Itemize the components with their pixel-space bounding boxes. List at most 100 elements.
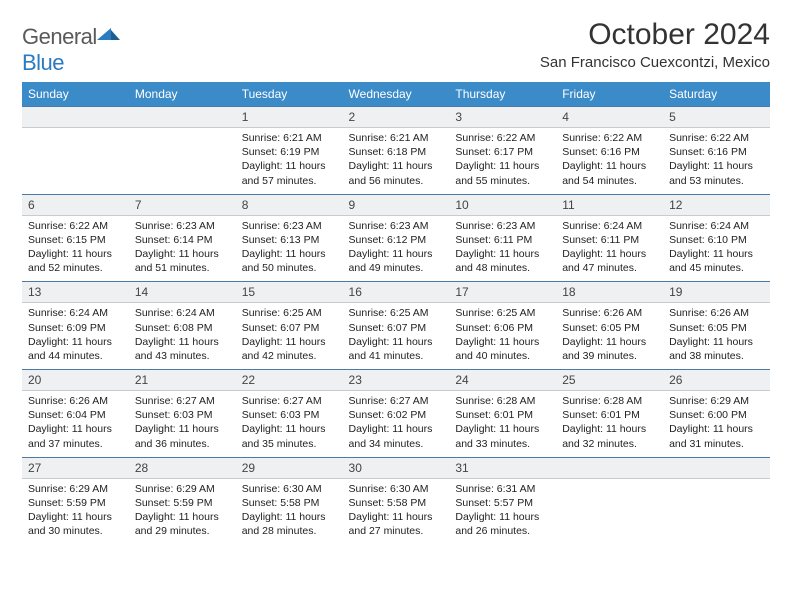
day-number-row: 6789101112: [22, 194, 770, 215]
sunset-text: Sunset: 6:09 PM: [28, 322, 106, 334]
day-number-cell: 19: [663, 282, 770, 303]
sunset-text: Sunset: 5:58 PM: [242, 497, 320, 509]
sunset-text: Sunset: 6:12 PM: [349, 234, 427, 246]
day-number-cell: 8: [236, 194, 343, 215]
day-number-cell: 23: [343, 370, 450, 391]
daylight-text: Daylight: 11 hours and 36 minutes.: [135, 423, 219, 449]
day-number-row: 2728293031: [22, 457, 770, 478]
day-number-cell: 15: [236, 282, 343, 303]
sunrise-text: Sunrise: 6:29 AM: [28, 483, 108, 495]
daylight-text: Daylight: 11 hours and 35 minutes.: [242, 423, 326, 449]
sunset-text: Sunset: 6:02 PM: [349, 409, 427, 421]
day-number: 25: [556, 370, 663, 390]
weekday-header: Monday: [129, 82, 236, 107]
day-number: 30: [343, 458, 450, 478]
sunset-text: Sunset: 6:16 PM: [562, 146, 640, 158]
day-number-cell: 31: [449, 457, 556, 478]
day-number: [22, 107, 129, 113]
day-number: [663, 458, 770, 464]
sunrise-text: Sunrise: 6:25 AM: [242, 307, 322, 319]
daylight-text: Daylight: 11 hours and 56 minutes.: [349, 160, 433, 186]
daylight-text: Daylight: 11 hours and 53 minutes.: [669, 160, 753, 186]
day-detail-cell: [663, 478, 770, 544]
day-number-cell: 10: [449, 194, 556, 215]
day-number: 11: [556, 195, 663, 215]
daylight-text: Daylight: 11 hours and 39 minutes.: [562, 336, 646, 362]
day-number-cell: [663, 457, 770, 478]
day-number-cell: 6: [22, 194, 129, 215]
day-detail-cell: Sunrise: 6:29 AMSunset: 5:59 PMDaylight:…: [129, 478, 236, 544]
sunset-text: Sunset: 6:03 PM: [135, 409, 213, 421]
day-detail-cell: Sunrise: 6:29 AMSunset: 6:00 PMDaylight:…: [663, 391, 770, 458]
day-detail-cell: Sunrise: 6:27 AMSunset: 6:02 PMDaylight:…: [343, 391, 450, 458]
day-number: 15: [236, 282, 343, 302]
sunrise-text: Sunrise: 6:22 AM: [562, 132, 642, 144]
day-detail-cell: [129, 128, 236, 195]
day-number-cell: 24: [449, 370, 556, 391]
daylight-text: Daylight: 11 hours and 42 minutes.: [242, 336, 326, 362]
day-detail-cell: Sunrise: 6:23 AMSunset: 6:12 PMDaylight:…: [343, 215, 450, 282]
day-number: [129, 107, 236, 113]
day-number: 28: [129, 458, 236, 478]
daylight-text: Daylight: 11 hours and 31 minutes.: [669, 423, 753, 449]
daylight-text: Daylight: 11 hours and 55 minutes.: [455, 160, 539, 186]
day-number: 23: [343, 370, 450, 390]
logo-word-2: Blue: [22, 50, 64, 75]
day-number-cell: 26: [663, 370, 770, 391]
day-number: 3: [449, 107, 556, 127]
day-detail-cell: Sunrise: 6:22 AMSunset: 6:15 PMDaylight:…: [22, 215, 129, 282]
sunset-text: Sunset: 6:07 PM: [349, 322, 427, 334]
day-number: 14: [129, 282, 236, 302]
sunset-text: Sunset: 6:10 PM: [669, 234, 747, 246]
day-number-row: 20212223242526: [22, 370, 770, 391]
sunset-text: Sunset: 6:05 PM: [562, 322, 640, 334]
sunrise-text: Sunrise: 6:24 AM: [669, 220, 749, 232]
day-number: 17: [449, 282, 556, 302]
sunrise-text: Sunrise: 6:27 AM: [242, 395, 322, 407]
sunrise-text: Sunrise: 6:22 AM: [669, 132, 749, 144]
sunrise-text: Sunrise: 6:25 AM: [349, 307, 429, 319]
day-detail-cell: Sunrise: 6:25 AMSunset: 6:07 PMDaylight:…: [236, 303, 343, 370]
day-number: 7: [129, 195, 236, 215]
sunrise-text: Sunrise: 6:22 AM: [28, 220, 108, 232]
sunset-text: Sunset: 6:14 PM: [135, 234, 213, 246]
day-number-cell: [556, 457, 663, 478]
daylight-text: Daylight: 11 hours and 32 minutes.: [562, 423, 646, 449]
day-detail-cell: Sunrise: 6:24 AMSunset: 6:08 PMDaylight:…: [129, 303, 236, 370]
day-detail-cell: Sunrise: 6:26 AMSunset: 6:05 PMDaylight:…: [663, 303, 770, 370]
day-number-cell: 16: [343, 282, 450, 303]
day-number-cell: [129, 107, 236, 128]
sunrise-text: Sunrise: 6:26 AM: [669, 307, 749, 319]
day-number-cell: 29: [236, 457, 343, 478]
day-number-cell: 27: [22, 457, 129, 478]
logo-word-1: General: [22, 24, 97, 49]
daylight-text: Daylight: 11 hours and 44 minutes.: [28, 336, 112, 362]
day-number: 13: [22, 282, 129, 302]
day-number-cell: 12: [663, 194, 770, 215]
day-detail-cell: Sunrise: 6:22 AMSunset: 6:17 PMDaylight:…: [449, 128, 556, 195]
day-number: 4: [556, 107, 663, 127]
day-detail-row: Sunrise: 6:24 AM Sunset: 6:09 PM Daylight:…: [22, 303, 770, 370]
sunset-text: Sunset: 6:19 PM: [242, 146, 320, 158]
sunrise-text: Sunrise: 6:28 AM: [562, 395, 642, 407]
day-number-cell: 25: [556, 370, 663, 391]
day-number-cell: 9: [343, 194, 450, 215]
sunrise-text: Sunrise: 6:24 AM: [28, 307, 108, 319]
weekday-header: Friday: [556, 82, 663, 107]
day-number: 31: [449, 458, 556, 478]
sunrise-text: Sunrise: 6:23 AM: [135, 220, 215, 232]
sunset-text: Sunset: 5:58 PM: [349, 497, 427, 509]
day-number-cell: 3: [449, 107, 556, 128]
day-detail-cell: Sunrise: 6:26 AMSunset: 6:05 PMDaylight:…: [556, 303, 663, 370]
day-number-cell: 5: [663, 107, 770, 128]
day-number: 6: [22, 195, 129, 215]
daylight-text: Daylight: 11 hours and 29 minutes.: [135, 511, 219, 537]
day-number-cell: 14: [129, 282, 236, 303]
day-detail-cell: Sunrise: 6:27 AMSunset: 6:03 PMDaylight:…: [129, 391, 236, 458]
daylight-text: Daylight: 11 hours and 50 minutes.: [242, 248, 326, 274]
title-block: October 2024 San Francisco Cuexcontzi, M…: [540, 18, 770, 73]
calendar-table: SundayMondayTuesdayWednesdayThursdayFrid…: [22, 82, 770, 544]
sunrise-text: Sunrise: 6:26 AM: [28, 395, 108, 407]
sunset-text: Sunset: 6:04 PM: [28, 409, 106, 421]
sunrise-text: Sunrise: 6:25 AM: [455, 307, 535, 319]
